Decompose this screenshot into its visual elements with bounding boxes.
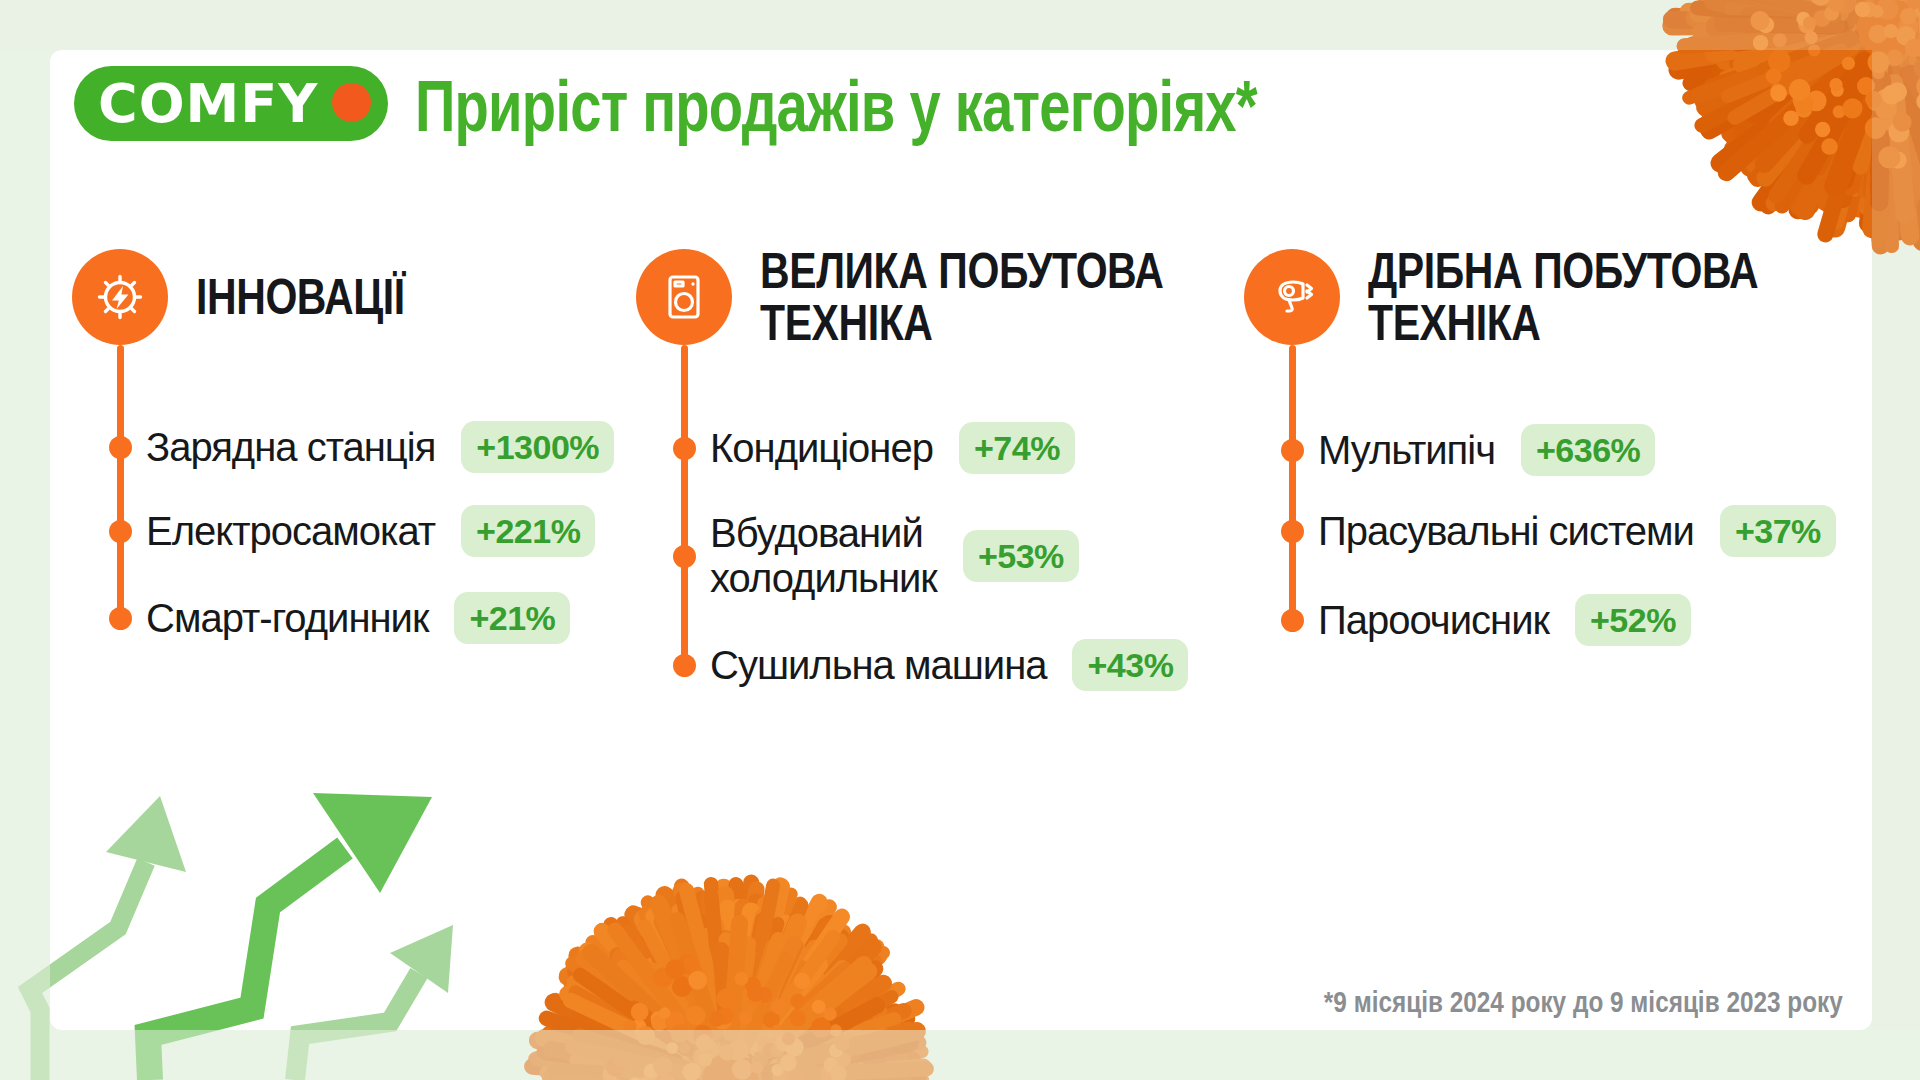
- footnote: *9 місяців 2024 року до 9 місяців 2023 р…: [1324, 986, 1843, 1019]
- stat-row: Пароочисник +52%: [1318, 594, 1691, 646]
- stat-label: Прасувальні системи: [1318, 509, 1694, 554]
- stat-badge: +53%: [963, 530, 1079, 582]
- stat-label: Смарт-годинник: [146, 596, 428, 641]
- washing-machine-icon: [636, 249, 732, 345]
- timeline-line: [117, 345, 124, 618]
- timeline-bullet: [1281, 609, 1304, 632]
- stat-label: Зарядна станція: [146, 425, 435, 470]
- stat-badge: +21%: [454, 592, 570, 644]
- infographic: COMFY Приріст продажів у категоріях*: [0, 0, 1920, 1080]
- stat-row: Вбудований холодильник +53%: [710, 511, 1079, 601]
- stat-badge: +221%: [461, 505, 595, 557]
- column-title: ВЕЛИКА ПОБУТОВА ТЕХНІКА: [760, 245, 1163, 349]
- timeline-bullet: [109, 520, 132, 543]
- stat-row: Кондиціонер +74%: [710, 422, 1075, 474]
- stat-label: Електросамокат: [146, 509, 435, 554]
- stat-badge: +74%: [959, 422, 1075, 474]
- timeline-bullet: [109, 607, 132, 630]
- stat-badge: +1300%: [461, 421, 614, 473]
- timeline-bullet: [673, 437, 696, 460]
- stat-row: Електросамокат +221%: [146, 505, 595, 557]
- timeline-bullet: [1281, 520, 1304, 543]
- hair-dryer-icon: [1244, 249, 1340, 345]
- stat-badge: +37%: [1720, 505, 1836, 557]
- timeline-bullet: [673, 545, 696, 568]
- timeline-bullet: [673, 654, 696, 677]
- stat-row: Мультипіч +636%: [1318, 424, 1655, 476]
- stat-label: Кондиціонер: [710, 426, 933, 471]
- timeline-bullet: [1281, 439, 1304, 462]
- stat-label: Вбудований холодильник: [710, 511, 937, 601]
- comfy-logo-dot-icon: [332, 83, 371, 122]
- stat-row: Прасувальні системи +37%: [1318, 505, 1836, 557]
- comfy-logo-text: COMFY: [74, 66, 318, 141]
- stat-label: Сушильна машина: [710, 643, 1046, 688]
- timeline-bullet: [109, 436, 132, 459]
- stat-badge: +636%: [1521, 424, 1655, 476]
- stat-row: Зарядна станція +1300%: [146, 421, 614, 473]
- comfy-logo: COMFY: [74, 66, 388, 141]
- page-title: Приріст продажів у категоріях*: [415, 69, 1257, 144]
- stat-badge: +43%: [1072, 639, 1188, 691]
- stat-row: Смарт-годинник +21%: [146, 592, 570, 644]
- stat-label: Мультипіч: [1318, 428, 1495, 473]
- timeline-line: [681, 345, 688, 665]
- timeline-line: [1289, 345, 1296, 620]
- column-title: ІННОВАЦІЇ: [196, 271, 405, 323]
- stat-row: Сушильна машина +43%: [710, 639, 1188, 691]
- stat-badge: +52%: [1575, 594, 1691, 646]
- stat-label: Пароочисник: [1318, 598, 1549, 643]
- column-title: ДРІБНА ПОБУТОВА ТЕХНІКА: [1368, 245, 1758, 349]
- gear-lightning-icon: [72, 249, 168, 345]
